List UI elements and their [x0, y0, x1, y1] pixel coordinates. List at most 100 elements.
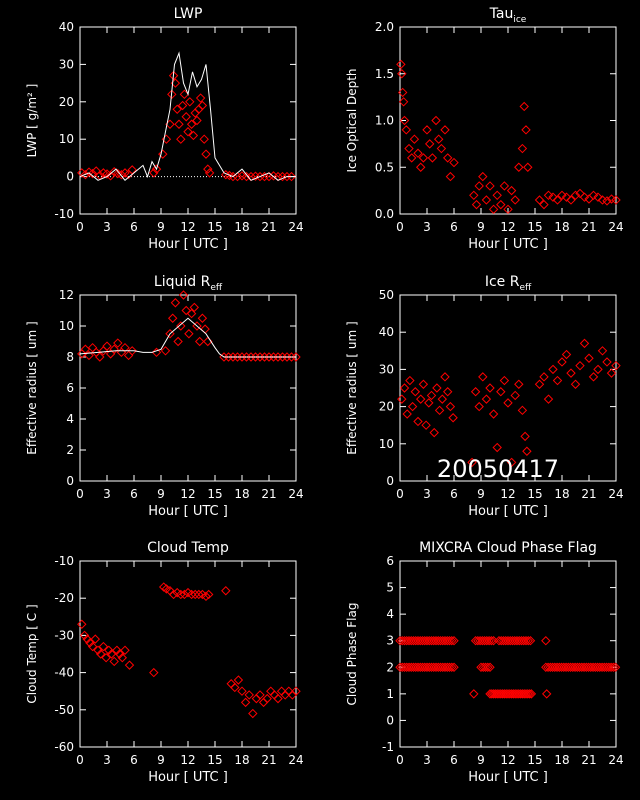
data-point: [503, 204, 513, 215]
data-point: [402, 636, 412, 646]
data-point: [114, 649, 125, 659]
series-trace: [79, 51, 296, 182]
data-point: [543, 662, 553, 672]
data-point: [481, 195, 492, 205]
data-point: [77, 619, 87, 629]
data-point: [503, 398, 513, 408]
data-point: [415, 394, 426, 404]
x-axis-label: Hour [ UTC ]: [148, 770, 228, 785]
x-tick-label: 3: [423, 753, 431, 767]
data-point: [221, 586, 231, 596]
data-point: [548, 192, 558, 202]
data-point: [486, 636, 497, 646]
data-point: [120, 645, 130, 655]
data-point: [611, 195, 621, 205]
data-point: [223, 352, 234, 362]
data-point: [410, 387, 421, 397]
data-point: [277, 352, 288, 362]
data-point: [543, 190, 554, 201]
y-tick-label: 0: [386, 474, 394, 488]
y-tick-label: 0: [66, 170, 74, 184]
data-point: [570, 379, 581, 389]
y-tick-label: -50: [54, 703, 74, 717]
data-point: [117, 653, 128, 663]
data-point: [424, 662, 434, 672]
data-point: [177, 100, 188, 111]
data-point: [426, 636, 437, 646]
data-point: [87, 641, 98, 652]
data-point: [447, 636, 457, 646]
data-point: [444, 636, 455, 646]
x-tick-label: 9: [477, 220, 485, 234]
x-axis-label: Hour [ UTC ]: [468, 237, 548, 252]
data-point: [408, 662, 419, 672]
data-point: [422, 662, 432, 672]
y-tick-label: 8: [66, 350, 74, 364]
x-tick-label: 24: [608, 753, 623, 767]
data-point: [482, 636, 492, 646]
data-point: [524, 689, 535, 699]
x-tick-label: 0: [396, 220, 404, 234]
data-point: [440, 636, 450, 646]
x-tick-label: 0: [76, 487, 84, 501]
data-point: [116, 170, 127, 180]
data-point: [565, 662, 576, 672]
data-point: [404, 143, 414, 154]
data-point: [449, 636, 459, 646]
x-tick-label: 0: [76, 220, 84, 234]
y-tick-label: 1.0: [375, 114, 394, 128]
y-axis-label: Effective radius [ um ]: [25, 321, 39, 454]
chart-panel: 0 3 6 9 12 15 18 21 24 0.0 0.5 1.0 1.5 2.0 Tauice Hour …: [345, 6, 624, 252]
data-point: [520, 431, 530, 442]
data-point: [422, 125, 432, 135]
x-tick-label: 21: [261, 753, 276, 767]
data-point: [449, 662, 459, 672]
data-point: [421, 420, 431, 430]
data-point: [561, 192, 572, 202]
chart-panel: 0 3 6 9 12 15 18 21 24 -60 -50 -40 -30 -20 -10 Cloud Te…: [25, 540, 304, 785]
y-tick-label: 10: [379, 437, 394, 451]
x-tick-label: 6: [130, 220, 138, 234]
data-point: [477, 636, 488, 646]
data-point: [399, 636, 410, 646]
data-point: [467, 457, 477, 468]
data-point: [397, 636, 407, 646]
data-point: [90, 634, 101, 644]
data-point: [552, 195, 563, 205]
y-tick-label: 1: [386, 687, 394, 701]
data-point: [534, 379, 545, 389]
data-point: [415, 636, 425, 646]
data-point: [429, 427, 439, 438]
data-point: [405, 375, 415, 386]
data-point: [545, 662, 556, 672]
data-point: [610, 662, 621, 672]
data-point: [435, 662, 446, 672]
data-point: [415, 662, 425, 672]
data-point: [595, 662, 605, 672]
data-point: [570, 662, 580, 672]
y-tick-label: -10: [54, 207, 74, 221]
y-axis-label: Cloud Phase Flag: [345, 603, 359, 706]
chart-title: Tauice: [489, 6, 527, 25]
data-point: [581, 662, 592, 672]
data-point: [588, 372, 599, 382]
x-tick-label: 0: [396, 487, 404, 501]
data-point: [539, 199, 549, 210]
data-point: [168, 589, 179, 600]
x-tick-label: 12: [180, 220, 195, 234]
data-point: [434, 405, 445, 416]
data-point: [176, 589, 186, 600]
x-tick-label: 9: [157, 220, 165, 234]
data-point: [418, 379, 429, 389]
data-point: [517, 405, 528, 416]
y-axis-label: Cloud Temp [ C ]: [25, 604, 39, 703]
data-point: [575, 360, 585, 371]
data-point: [127, 346, 137, 356]
data-point: [514, 636, 524, 646]
data-point: [559, 662, 569, 672]
data-point: [401, 125, 412, 135]
data-point: [541, 689, 552, 699]
data-point: [496, 199, 506, 210]
x-tick-label: 0: [76, 753, 84, 767]
data-point: [447, 662, 457, 672]
